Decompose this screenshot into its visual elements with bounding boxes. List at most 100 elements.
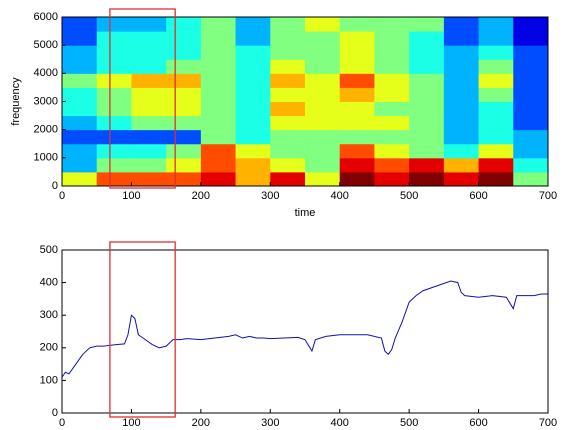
heat-cell bbox=[270, 171, 306, 187]
heat-cell bbox=[131, 31, 167, 46]
heat-cell bbox=[131, 59, 167, 74]
y-tick-label: 100 bbox=[40, 374, 58, 386]
heat-cell bbox=[235, 31, 271, 46]
heat-cell bbox=[235, 73, 271, 88]
heat-cell bbox=[235, 45, 271, 60]
x-tick-label: 300 bbox=[261, 190, 279, 202]
heat-cell bbox=[270, 115, 306, 131]
heat-cell bbox=[409, 31, 445, 46]
heat-cell bbox=[235, 129, 271, 145]
heat-cell bbox=[513, 17, 549, 32]
heat-cell bbox=[478, 143, 514, 159]
x-axis-label: time bbox=[295, 207, 316, 219]
heat-cell bbox=[443, 171, 480, 187]
heat-cell bbox=[478, 157, 514, 173]
heat-cell bbox=[200, 87, 237, 102]
heat-cell bbox=[235, 171, 271, 187]
heat-cell bbox=[339, 59, 375, 74]
heat-cell bbox=[235, 101, 271, 117]
heat-cell bbox=[513, 45, 549, 60]
heat-cell bbox=[374, 87, 410, 102]
heat-cell bbox=[513, 87, 549, 102]
heat-cell bbox=[305, 73, 341, 88]
heat-cell bbox=[339, 171, 375, 187]
heat-cell bbox=[62, 115, 98, 131]
y-tick-label: 6000 bbox=[34, 11, 58, 23]
heat-cell bbox=[166, 31, 202, 46]
heat-cell bbox=[166, 157, 202, 173]
heat-cell bbox=[443, 73, 480, 88]
heat-cell bbox=[131, 171, 167, 187]
heat-cell bbox=[200, 31, 237, 46]
heat-cell bbox=[478, 115, 514, 131]
highlight-box bbox=[109, 8, 176, 189]
heat-cell bbox=[270, 87, 306, 102]
heat-cell bbox=[443, 17, 480, 32]
heat-cell bbox=[513, 59, 549, 74]
x-tick-label: 400 bbox=[331, 417, 349, 429]
y-tick-label: 500 bbox=[40, 244, 58, 256]
heat-cell bbox=[478, 73, 514, 88]
heat-cell bbox=[200, 157, 237, 173]
heat-cell bbox=[374, 129, 410, 145]
heat-cell bbox=[235, 17, 271, 32]
heat-cell bbox=[62, 157, 98, 173]
heat-cell bbox=[513, 101, 549, 117]
heat-cell bbox=[443, 45, 480, 60]
heat-cell bbox=[270, 143, 306, 159]
heat-cell bbox=[339, 143, 375, 159]
heat-cell bbox=[96, 171, 132, 187]
heat-cell bbox=[409, 171, 445, 187]
heat-cell bbox=[305, 87, 341, 102]
axes-box bbox=[61, 249, 549, 414]
heat-cell bbox=[96, 157, 132, 173]
heat-cell bbox=[131, 143, 167, 159]
y-tick-label: 200 bbox=[40, 342, 58, 354]
heat-cell bbox=[374, 59, 410, 74]
heat-cell bbox=[62, 87, 98, 102]
heat-cell bbox=[131, 45, 167, 60]
heat-cell bbox=[200, 171, 237, 187]
line-series bbox=[61, 280, 548, 378]
y-tick-label: 300 bbox=[40, 309, 58, 321]
heat-cell bbox=[166, 17, 202, 32]
heat-cell bbox=[339, 31, 375, 46]
heat-cell bbox=[513, 115, 549, 131]
heat-cell bbox=[339, 17, 375, 32]
heat-cell bbox=[409, 129, 445, 145]
x-tick-label: 700 bbox=[539, 190, 557, 202]
heat-cell bbox=[443, 31, 480, 46]
heat-cell bbox=[166, 129, 202, 145]
heat-cell bbox=[131, 101, 167, 117]
heat-cell bbox=[200, 101, 237, 117]
heat-cell bbox=[235, 87, 271, 102]
heat-cell bbox=[305, 129, 341, 145]
y-axis-label: frequency bbox=[10, 77, 22, 126]
heat-cell bbox=[166, 115, 202, 131]
heat-cell bbox=[62, 73, 98, 88]
heat-cell bbox=[96, 31, 132, 46]
heat-cell bbox=[270, 129, 306, 145]
heat-cell bbox=[443, 87, 480, 102]
heat-cell bbox=[235, 157, 271, 173]
heat-cell bbox=[305, 115, 341, 131]
heat-cell bbox=[409, 115, 445, 131]
heat-cell bbox=[62, 171, 98, 187]
x-tick-label: 200 bbox=[192, 190, 210, 202]
heat-cell bbox=[339, 129, 375, 145]
heat-cell bbox=[270, 45, 306, 60]
heat-cell bbox=[166, 87, 202, 102]
heat-cell bbox=[270, 101, 306, 117]
x-tick-label: 300 bbox=[261, 417, 279, 429]
heat-cell bbox=[96, 17, 132, 32]
x-tick-label: 200 bbox=[192, 417, 210, 429]
heat-cell bbox=[374, 115, 410, 131]
heat-cell bbox=[513, 73, 549, 88]
x-tick-label: 100 bbox=[122, 417, 140, 429]
y-tick-label: 4000 bbox=[34, 67, 58, 79]
heat-cell bbox=[339, 73, 375, 88]
x-tick-label: 0 bbox=[59, 190, 65, 202]
heat-cell bbox=[131, 87, 167, 102]
heat-cell bbox=[374, 45, 410, 60]
